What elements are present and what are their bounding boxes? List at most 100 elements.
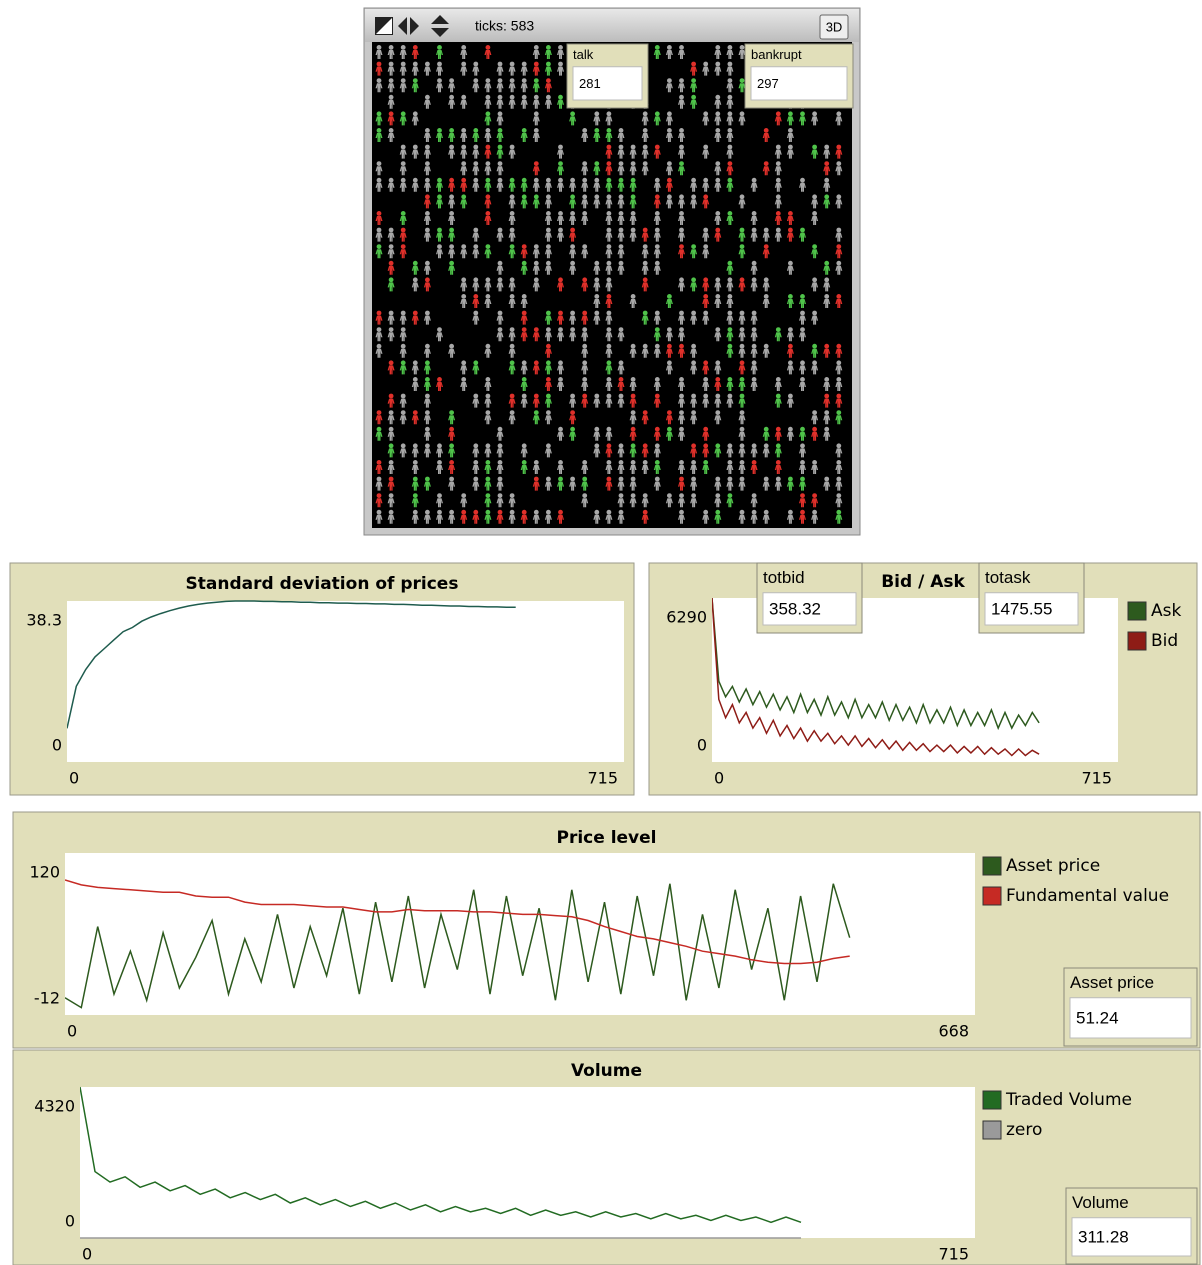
turtle [520,194,528,209]
turtle [762,294,770,308]
turtle [811,360,819,375]
turtle [460,277,468,292]
turtle [750,360,758,375]
turtle [629,377,637,391]
turtle [690,476,698,491]
turtle [496,260,504,275]
x-tick-label: 715 [1081,769,1112,788]
turtle [774,111,782,126]
turtle [411,360,419,375]
turtle [641,410,649,425]
turtle [714,393,722,408]
turtle [835,493,843,508]
turtle [738,476,746,491]
turtle [714,360,722,375]
turtle [436,78,443,93]
turtle [593,426,601,441]
horizontal-wrap-icon[interactable] [398,17,419,35]
turtle [774,460,782,474]
turtle [569,327,577,342]
turtle [423,177,431,192]
monitor-label: bankrupt [751,47,802,62]
turtle [726,161,734,176]
turtle [677,327,685,342]
turtle [496,443,504,458]
turtle [835,393,843,408]
turtle [774,393,782,408]
turtle [387,61,395,76]
plot-area [80,1087,975,1238]
turtle [532,194,540,209]
turtle [726,78,734,93]
turtle [520,260,528,275]
turtle [411,377,419,391]
turtle [714,128,722,142]
turtle [508,211,516,225]
turtle [484,476,492,491]
turtle [593,194,601,209]
3d-button-label[interactable]: 3D [826,19,843,34]
turtle [423,194,431,209]
turtle [593,443,601,458]
turtle [774,161,782,176]
turtle [460,128,468,142]
turtle [508,78,516,93]
turtle [738,45,746,59]
turtle [436,194,443,209]
turtle [569,476,577,491]
turtle [690,78,698,93]
turtle [617,393,625,408]
turtle [786,343,794,358]
turtle [593,277,601,292]
turtle [387,410,395,425]
turtle [811,460,819,474]
turtle [375,78,383,93]
turtle [823,194,831,209]
turtle [508,343,516,358]
turtle [448,476,456,491]
turtle [569,194,577,209]
turtle [472,227,480,242]
turtle [605,426,613,441]
turtle [726,177,734,192]
turtle [436,377,443,391]
turtle [629,476,637,491]
turtle [726,94,734,109]
turtle [375,177,383,192]
turtle [690,177,698,192]
turtle [460,161,468,176]
turtle [835,161,843,176]
vertical-wrap-icon[interactable] [431,15,449,37]
turtle [448,128,456,142]
x-tick-label: 715 [938,1245,969,1264]
turtle [605,144,613,159]
turtle [556,377,564,391]
y-tick-label: 4320 [34,1097,75,1116]
turtle [593,393,601,408]
turtle [774,443,782,458]
turtle [835,377,843,391]
turtle [617,460,625,474]
turtle [520,128,528,142]
turtle [484,144,492,159]
turtle [798,227,806,242]
turtle [690,61,698,76]
turtle [423,509,431,524]
turtle [702,111,710,126]
turtle [532,128,540,142]
turtle [375,327,383,342]
3d-button[interactable] [819,14,849,40]
turtle [581,161,589,176]
turtle [593,128,601,142]
turtle [677,244,685,259]
turtle [738,410,746,425]
turtle [496,476,504,491]
y-tick-label: 0 [65,1212,75,1231]
turtle [653,244,661,259]
x-tick-label: 0 [67,1022,77,1041]
turtle [677,128,685,142]
turtle [653,111,661,126]
turtle [399,211,407,225]
turtle [411,493,419,508]
